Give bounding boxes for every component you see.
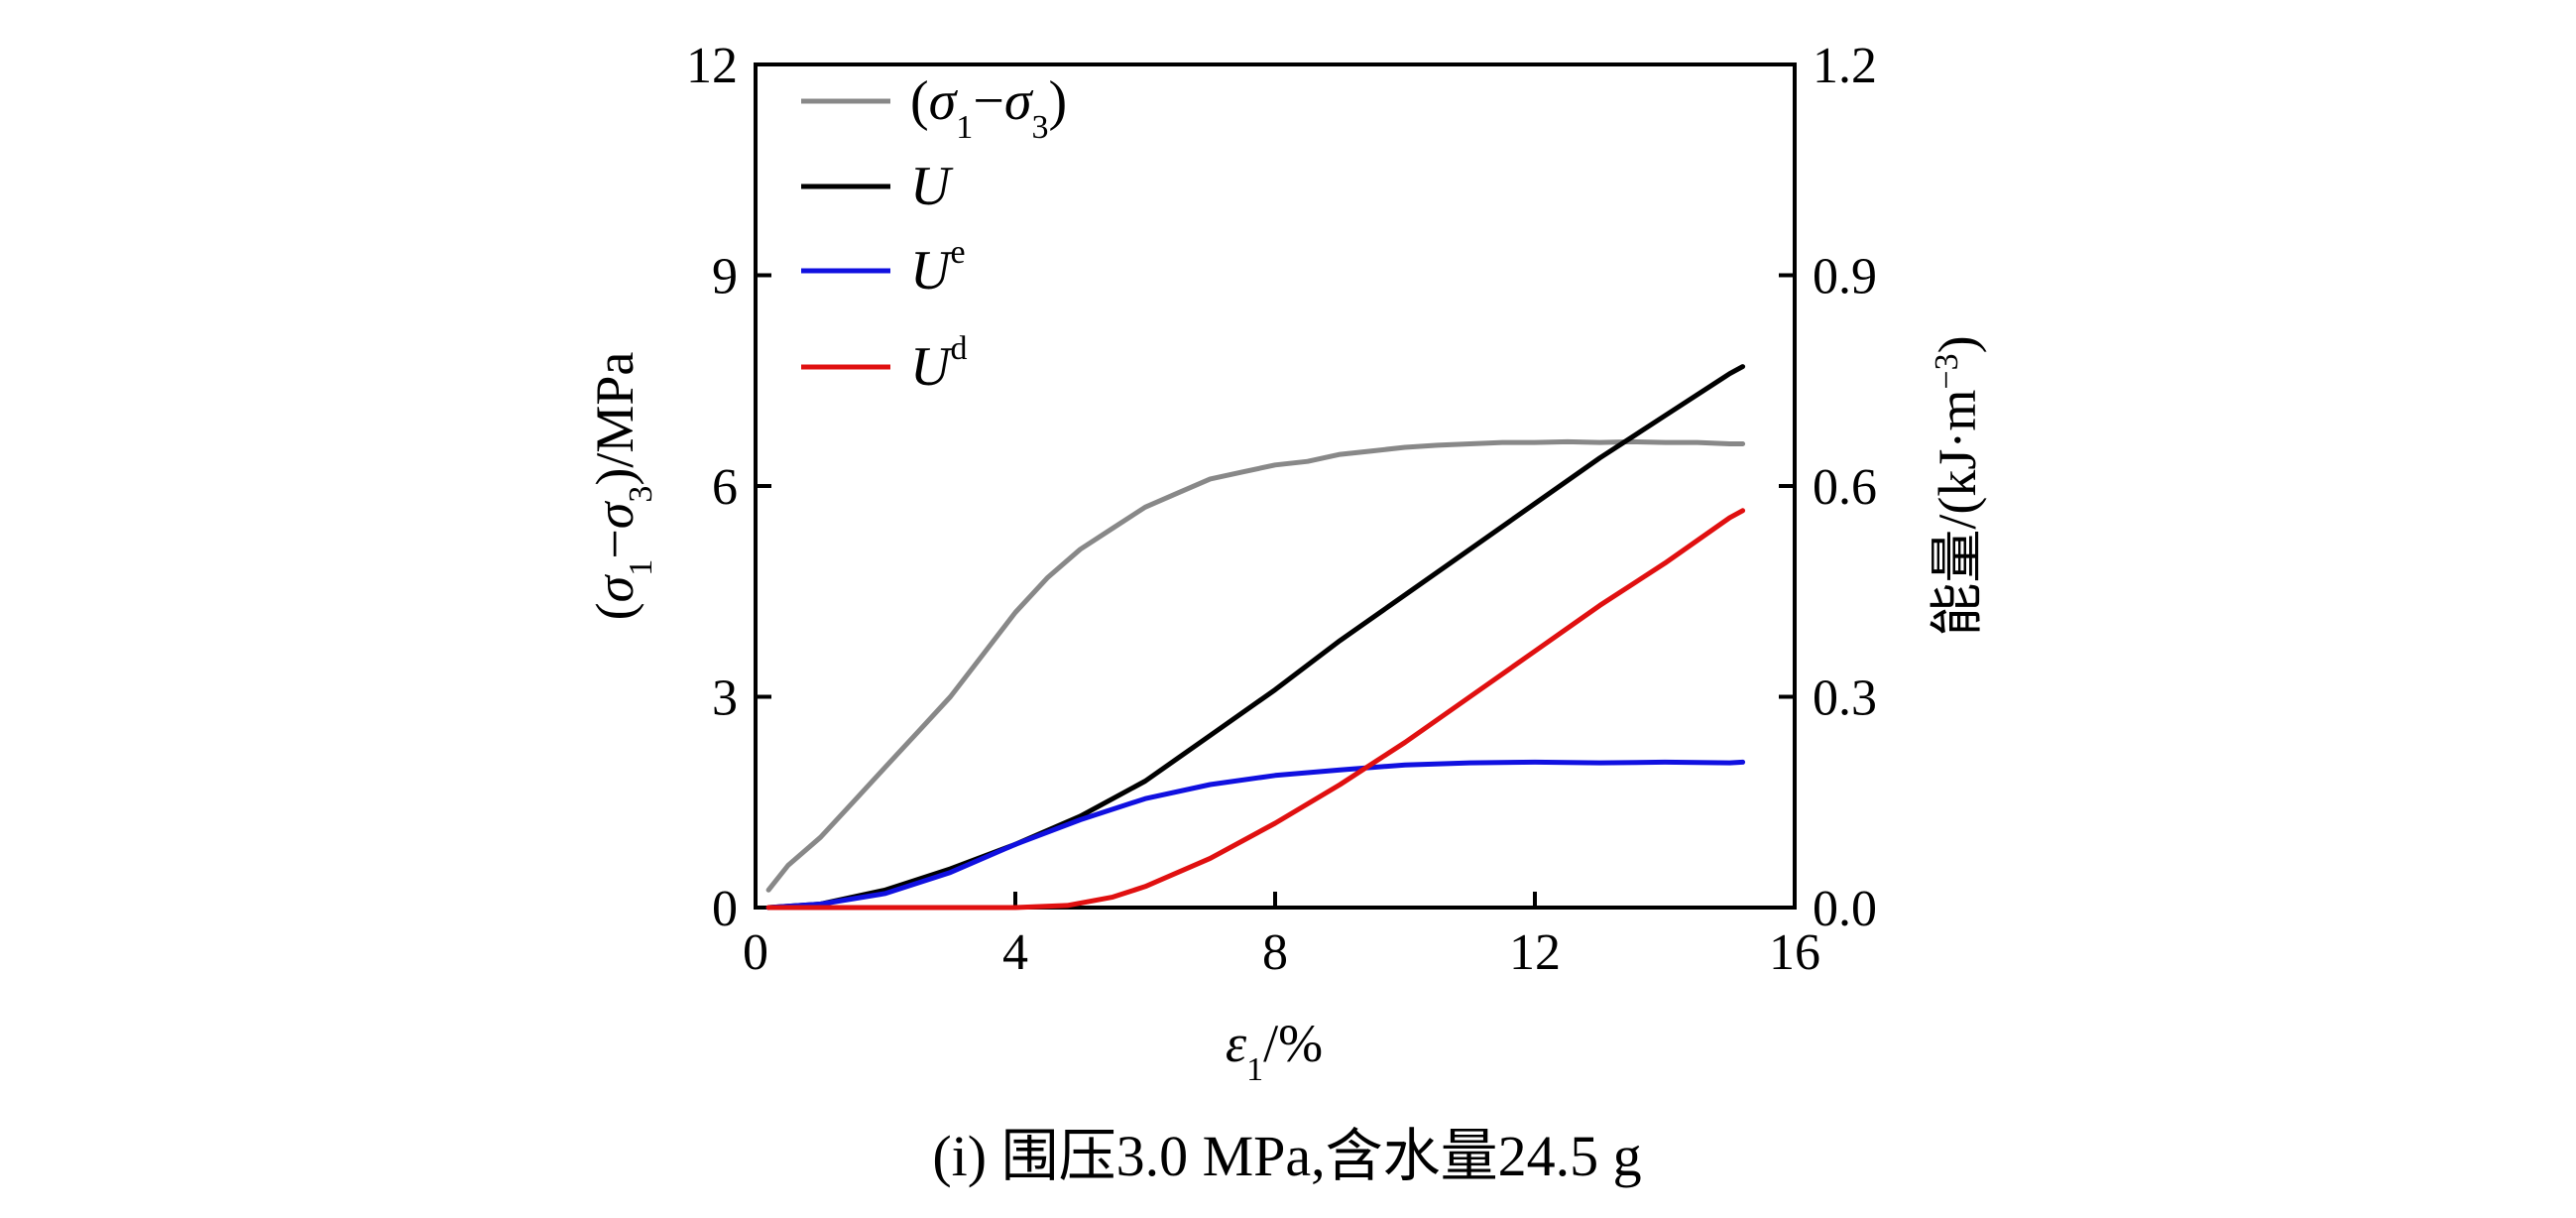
legend-label-ue: Ue: [910, 234, 966, 302]
series-line-2-ue: [765, 759, 1746, 911]
y-axis-left-title: (σ1−σ3)/MPa: [585, 352, 659, 621]
series-line-1-u: [765, 364, 1746, 911]
series-line-3-ud: [765, 508, 1746, 911]
y-left-tick-label: 6: [712, 459, 738, 516]
y-right-tick-label: 1.2: [1813, 38, 1877, 94]
y-right-tick-label: 0.6: [1813, 459, 1877, 516]
axis-ticks: 0 4 8 12 16 0 3 6 9 12 0.0 0.3 0.6 0.9 1.2: [686, 38, 1877, 981]
legend-label-ud: Ud: [910, 330, 967, 398]
x-tick-label: 12: [1509, 924, 1561, 981]
series-layer: [765, 364, 1746, 911]
y-axis-right-title: 能量/(kJ·m−3): [1928, 335, 1987, 636]
y-right-tick-label: 0.0: [1813, 881, 1877, 937]
y-left-tick-label: 3: [712, 670, 738, 727]
figure-caption: (i) 围压3.0 MPa,含水量24.5 g: [932, 1124, 1641, 1188]
y-left-tick-label: 9: [712, 249, 738, 305]
x-tick-label: 16: [1769, 924, 1820, 981]
y-left-tick-label: 12: [686, 38, 738, 94]
y-right-tick-label: 0.3: [1813, 670, 1877, 727]
legend: (σ1−σ3) U Ue Ud: [801, 70, 1067, 398]
legend-label-stress: (σ1−σ3): [910, 70, 1067, 146]
x-tick-label: 4: [1002, 924, 1028, 981]
series-line-0-1-3: [765, 438, 1746, 893]
x-axis-title: ε1/%: [1226, 1014, 1323, 1088]
legend-label-u: U: [910, 156, 954, 217]
x-tick-label: 0: [743, 924, 768, 981]
x-tick-label: 8: [1262, 924, 1288, 981]
y-right-tick-label: 0.9: [1813, 249, 1877, 305]
y-left-tick-label: 0: [712, 881, 738, 937]
